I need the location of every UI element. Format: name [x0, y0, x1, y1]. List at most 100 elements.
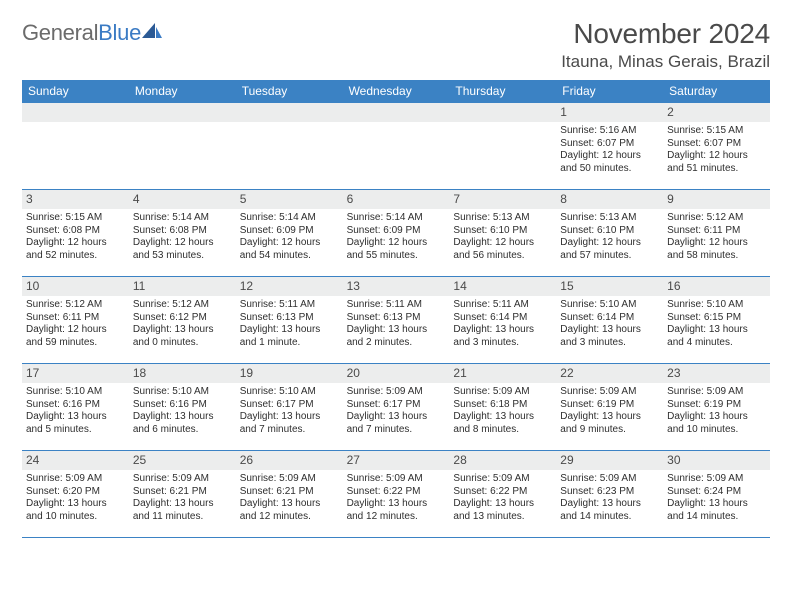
- day-number: 20: [343, 364, 450, 383]
- day-number: 8: [556, 190, 663, 209]
- daylight-line: Daylight: 12 hours and 56 minutes.: [453, 237, 552, 262]
- week-row: 17Sunrise: 5:10 AMSunset: 6:16 PMDayligh…: [22, 363, 770, 450]
- daylight-line: Daylight: 13 hours and 10 minutes.: [667, 411, 766, 436]
- sunrise-line: Sunrise: 5:09 AM: [133, 473, 232, 486]
- day-9: 9Sunrise: 5:12 AMSunset: 6:11 PMDaylight…: [663, 190, 770, 276]
- sunrise-line: Sunrise: 5:10 AM: [133, 386, 232, 399]
- sunrise-line: Sunrise: 5:14 AM: [347, 212, 446, 225]
- sunrise-line: Sunrise: 5:12 AM: [667, 212, 766, 225]
- day-16: 16Sunrise: 5:10 AMSunset: 6:15 PMDayligh…: [663, 277, 770, 363]
- sunset-line: Sunset: 6:08 PM: [133, 225, 232, 238]
- day-7: 7Sunrise: 5:13 AMSunset: 6:10 PMDaylight…: [449, 190, 556, 276]
- daylight-line: Daylight: 13 hours and 3 minutes.: [560, 324, 659, 349]
- daylight-line: Daylight: 13 hours and 12 minutes.: [347, 498, 446, 523]
- day-22: 22Sunrise: 5:09 AMSunset: 6:19 PMDayligh…: [556, 364, 663, 450]
- sunset-line: Sunset: 6:23 PM: [560, 486, 659, 499]
- day-29: 29Sunrise: 5:09 AMSunset: 6:23 PMDayligh…: [556, 451, 663, 537]
- day-number: 9: [663, 190, 770, 209]
- day-20: 20Sunrise: 5:09 AMSunset: 6:17 PMDayligh…: [343, 364, 450, 450]
- sunset-line: Sunset: 6:08 PM: [26, 225, 125, 238]
- logo-part1: General: [22, 20, 98, 45]
- sunset-line: Sunset: 6:07 PM: [560, 138, 659, 151]
- day-10: 10Sunrise: 5:12 AMSunset: 6:11 PMDayligh…: [22, 277, 129, 363]
- sunrise-line: Sunrise: 5:09 AM: [453, 386, 552, 399]
- logo: GeneralBlue: [22, 20, 163, 46]
- sunrise-line: Sunrise: 5:12 AM: [133, 299, 232, 312]
- daylight-line: Daylight: 12 hours and 57 minutes.: [560, 237, 659, 262]
- sunset-line: Sunset: 6:16 PM: [133, 399, 232, 412]
- day-number: 7: [449, 190, 556, 209]
- sunset-line: Sunset: 6:22 PM: [347, 486, 446, 499]
- sunrise-line: Sunrise: 5:09 AM: [347, 473, 446, 486]
- weekday-saturday: Saturday: [663, 80, 770, 102]
- sunset-line: Sunset: 6:09 PM: [240, 225, 339, 238]
- daylight-line: Daylight: 13 hours and 2 minutes.: [347, 324, 446, 349]
- daylight-line: Daylight: 13 hours and 7 minutes.: [347, 411, 446, 436]
- day-27: 27 Sunrise: 5:09 AMSunset: 6:22 PMDayligh…: [343, 451, 450, 537]
- sunset-line: Sunset: 6:10 PM: [560, 225, 659, 238]
- day-3: 3Sunrise: 5:15 AMSunset: 6:08 PMDaylight…: [22, 190, 129, 276]
- daylight-line: Daylight: 13 hours and 6 minutes.: [133, 411, 232, 436]
- sunset-line: Sunset: 6:21 PM: [240, 486, 339, 499]
- day-number: 19: [236, 364, 343, 383]
- daylight-line: Daylight: 13 hours and 14 minutes.: [560, 498, 659, 523]
- sunrise-line: Sunrise: 5:09 AM: [347, 386, 446, 399]
- weekday-tuesday: Tuesday: [236, 80, 343, 102]
- day-25: 25Sunrise: 5:09 AMSunset: 6:21 PMDayligh…: [129, 451, 236, 537]
- day-number: 6: [343, 190, 450, 209]
- sunset-line: Sunset: 6:24 PM: [667, 486, 766, 499]
- sunset-line: Sunset: 6:13 PM: [347, 312, 446, 325]
- day-empty: [343, 103, 450, 189]
- day-empty: [236, 103, 343, 189]
- day-18: 18 Sunrise: 5:10 AMSunset: 6:16 PMDayligh…: [129, 364, 236, 450]
- day-number: 22: [556, 364, 663, 383]
- page: GeneralBlue November 2024 Itauna, Minas …: [0, 0, 792, 548]
- day-number: 21: [449, 364, 556, 383]
- day-number: [22, 103, 129, 122]
- day-number: 18: [129, 364, 236, 383]
- day-24: 24Sunrise: 5:09 AMSunset: 6:20 PMDayligh…: [22, 451, 129, 537]
- logo-sail-icon: [141, 22, 163, 40]
- sunset-line: Sunset: 6:11 PM: [667, 225, 766, 238]
- sunset-line: Sunset: 6:19 PM: [560, 399, 659, 412]
- day-number: 24: [22, 451, 129, 470]
- day-number: 3: [22, 190, 129, 209]
- day-1: 1Sunrise: 5:16 AMSunset: 6:07 PMDaylight…: [556, 103, 663, 189]
- sunset-line: Sunset: 6:19 PM: [667, 399, 766, 412]
- sunset-line: Sunset: 6:12 PM: [133, 312, 232, 325]
- sunrise-line: Sunrise: 5:09 AM: [667, 386, 766, 399]
- day-number: 12: [236, 277, 343, 296]
- day-number: 15: [556, 277, 663, 296]
- sunrise-line: Sunrise: 5:10 AM: [667, 299, 766, 312]
- sunset-line: Sunset: 6:11 PM: [26, 312, 125, 325]
- sunrise-line: Sunrise: 5:09 AM: [667, 473, 766, 486]
- sunset-line: Sunset: 6:13 PM: [240, 312, 339, 325]
- location: Itauna, Minas Gerais, Brazil: [561, 52, 770, 72]
- day-number: 26: [236, 451, 343, 470]
- sunrise-line: Sunrise: 5:09 AM: [560, 473, 659, 486]
- daylight-line: Daylight: 12 hours and 52 minutes.: [26, 237, 125, 262]
- daylight-line: Daylight: 13 hours and 8 minutes.: [453, 411, 552, 436]
- day-4: 4Sunrise: 5:14 AMSunset: 6:08 PMDaylight…: [129, 190, 236, 276]
- day-number: 27: [343, 451, 450, 470]
- month-title: November 2024: [561, 18, 770, 50]
- day-number: 2: [663, 103, 770, 122]
- header: GeneralBlue November 2024 Itauna, Minas …: [22, 18, 770, 72]
- day-number: 1: [556, 103, 663, 122]
- day-number: 11: [129, 277, 236, 296]
- sunset-line: Sunset: 6:22 PM: [453, 486, 552, 499]
- day-26: 26Sunrise: 5:09 AMSunset: 6:21 PMDayligh…: [236, 451, 343, 537]
- weekday-friday: Friday: [556, 80, 663, 102]
- title-block: November 2024 Itauna, Minas Gerais, Braz…: [561, 18, 770, 72]
- day-number: 14: [449, 277, 556, 296]
- day-17: 17Sunrise: 5:10 AMSunset: 6:16 PMDayligh…: [22, 364, 129, 450]
- daylight-line: Daylight: 13 hours and 14 minutes.: [667, 498, 766, 523]
- sunset-line: Sunset: 6:20 PM: [26, 486, 125, 499]
- daylight-line: Daylight: 13 hours and 1 minute.: [240, 324, 339, 349]
- daylight-line: Daylight: 13 hours and 5 minutes.: [26, 411, 125, 436]
- daylight-line: Daylight: 13 hours and 4 minutes.: [667, 324, 766, 349]
- logo-text: GeneralBlue: [22, 20, 141, 46]
- sunset-line: Sunset: 6:18 PM: [453, 399, 552, 412]
- daylight-line: Daylight: 13 hours and 0 minutes.: [133, 324, 232, 349]
- day-number: 13: [343, 277, 450, 296]
